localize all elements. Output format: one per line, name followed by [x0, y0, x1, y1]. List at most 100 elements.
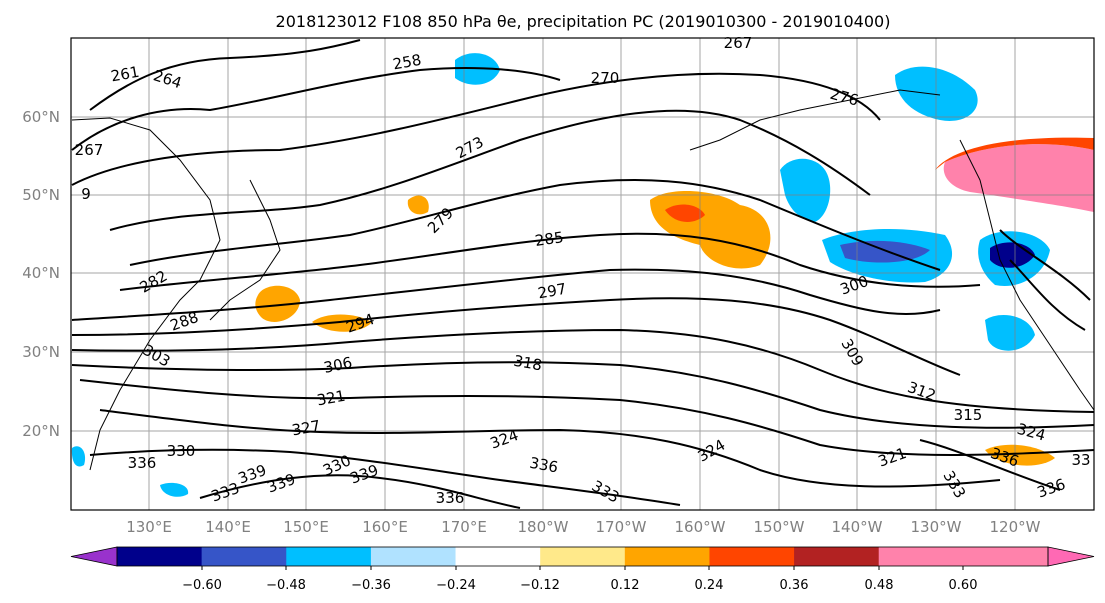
precip-region-blue-7	[160, 482, 189, 497]
colorbar-segment	[201, 547, 287, 566]
contour-line	[109, 109, 871, 231]
colorbar-extend-min	[70, 546, 118, 567]
colorbar-segment	[370, 547, 457, 566]
contour-label: 9	[81, 185, 91, 203]
contour-label: 285	[534, 228, 565, 250]
coastline-na	[959, 139, 1095, 411]
colorbar-segment	[878, 547, 964, 566]
contour-line	[89, 39, 361, 111]
precip-region-orange-4	[407, 195, 429, 215]
contour-line	[71, 361, 1095, 429]
contour-label: 336	[436, 489, 465, 507]
contour-label: 327	[290, 417, 321, 440]
latitude-labels: 60°N 50°N 40°N 30°N 20°N	[22, 108, 60, 440]
contour-line	[89, 448, 681, 506]
colorbar-segment	[709, 547, 795, 566]
contour-line	[199, 474, 521, 509]
graticule	[71, 38, 1094, 510]
colorbar-tick-label: 0.48	[865, 578, 894, 593]
colorbar-tick-label: 0.24	[695, 578, 724, 593]
longitude-label: 140°E	[205, 518, 251, 536]
latitude-label: 40°N	[22, 264, 60, 282]
contour-label: 306	[322, 353, 354, 377]
colorbar-tick-label: 0.60	[949, 578, 978, 593]
contour-line	[71, 72, 881, 186]
precip-region-blue-8	[71, 446, 86, 467]
contour-label: 297	[536, 280, 567, 303]
contour-line	[79, 379, 1095, 456]
coastline-japan	[209, 179, 281, 321]
colorbar-tick-label: 0.36	[780, 578, 809, 593]
coastlines	[71, 89, 1095, 471]
longitude-label: 150°E	[283, 518, 329, 536]
contour-label: 330	[167, 442, 196, 460]
theta-e-contours	[71, 39, 1095, 509]
contour-line	[1009, 259, 1086, 331]
colorbar-tick-label: −0.12	[520, 578, 560, 593]
longitude-label: 130°E	[126, 518, 172, 536]
colorbar: −0.60 −0.48 −0.36 −0.24 −0.12 0.12 0.24 0.36 0.4…	[70, 546, 1095, 593]
contour-label: 267	[724, 34, 753, 52]
precip-region-orange-2	[255, 285, 300, 322]
longitude-label: 140°W	[832, 518, 883, 536]
precip-region-darkblue	[840, 240, 930, 263]
colorbar-frame	[116, 546, 1049, 567]
longitude-labels: 130°E 140°E 150°E 160°E 170°E 180°W 170°W 160°W…	[126, 518, 1040, 536]
contour-label: 261	[109, 63, 140, 86]
contour-line	[999, 229, 1091, 301]
contour-line	[71, 328, 1095, 413]
longitude-label: 170°W	[596, 518, 647, 536]
latitude-label: 30°N	[22, 343, 60, 361]
colorbar-segment	[455, 547, 541, 566]
colorbar-tick-label: −0.36	[351, 578, 391, 593]
precip-region-orange-5	[985, 444, 1055, 466]
contour-line	[919, 439, 1061, 491]
contour-label: 321	[315, 387, 346, 410]
contour-label: 336	[128, 454, 157, 472]
colorbar-segment	[540, 547, 626, 566]
longitude-label: 180°W	[518, 518, 569, 536]
colorbar-segment	[286, 547, 372, 566]
precip-region-blue-6	[985, 315, 1035, 351]
contour-label: 33	[1071, 451, 1090, 469]
colorbar-tick-label: −0.48	[266, 578, 306, 593]
coastline-asia	[71, 117, 221, 471]
map-panel	[70, 37, 1095, 511]
map-frame	[70, 37, 1095, 511]
contour-line	[99, 409, 1001, 488]
longitude-label: 160°E	[362, 518, 408, 536]
contour-line	[71, 67, 561, 151]
contour-line	[119, 232, 981, 291]
contour-line	[71, 297, 961, 376]
longitude-label: 120°W	[990, 518, 1041, 536]
latitude-label: 60°N	[22, 108, 60, 126]
contour-label: 267	[75, 141, 104, 159]
latitude-label: 20°N	[22, 422, 60, 440]
longitude-label: 160°W	[675, 518, 726, 536]
contour-label: 336	[528, 454, 559, 477]
longitude-label: 170°E	[441, 518, 487, 536]
contour-label: 318	[512, 352, 543, 375]
contour-label: 315	[954, 406, 983, 424]
colorbar-segment	[624, 547, 710, 566]
colorbar-extend-max	[1047, 546, 1095, 567]
precip-region-orange-3	[312, 314, 372, 332]
figure-title: 2018123012 F108 850 hPa θe, precipitatio…	[276, 12, 891, 31]
precip-shading	[71, 53, 1094, 497]
contour-line	[129, 179, 941, 271]
longitude-label: 130°W	[911, 518, 962, 536]
colorbar-segment	[794, 547, 880, 566]
colorbar-segment	[117, 547, 203, 566]
contour-label: 258	[391, 51, 422, 74]
contour-line	[71, 268, 941, 321]
coastline-alaska	[689, 89, 941, 151]
latitude-label: 50°N	[22, 186, 60, 204]
precip-region-red-1	[665, 204, 705, 222]
contour-label: 270	[591, 69, 620, 87]
precip-region-blue-1	[780, 158, 831, 222]
longitude-label: 150°W	[754, 518, 805, 536]
colorbar-tick-label: −0.60	[182, 578, 222, 593]
colorbar-tick-label: 0.12	[611, 578, 640, 593]
colorbar-segment	[963, 547, 1048, 566]
